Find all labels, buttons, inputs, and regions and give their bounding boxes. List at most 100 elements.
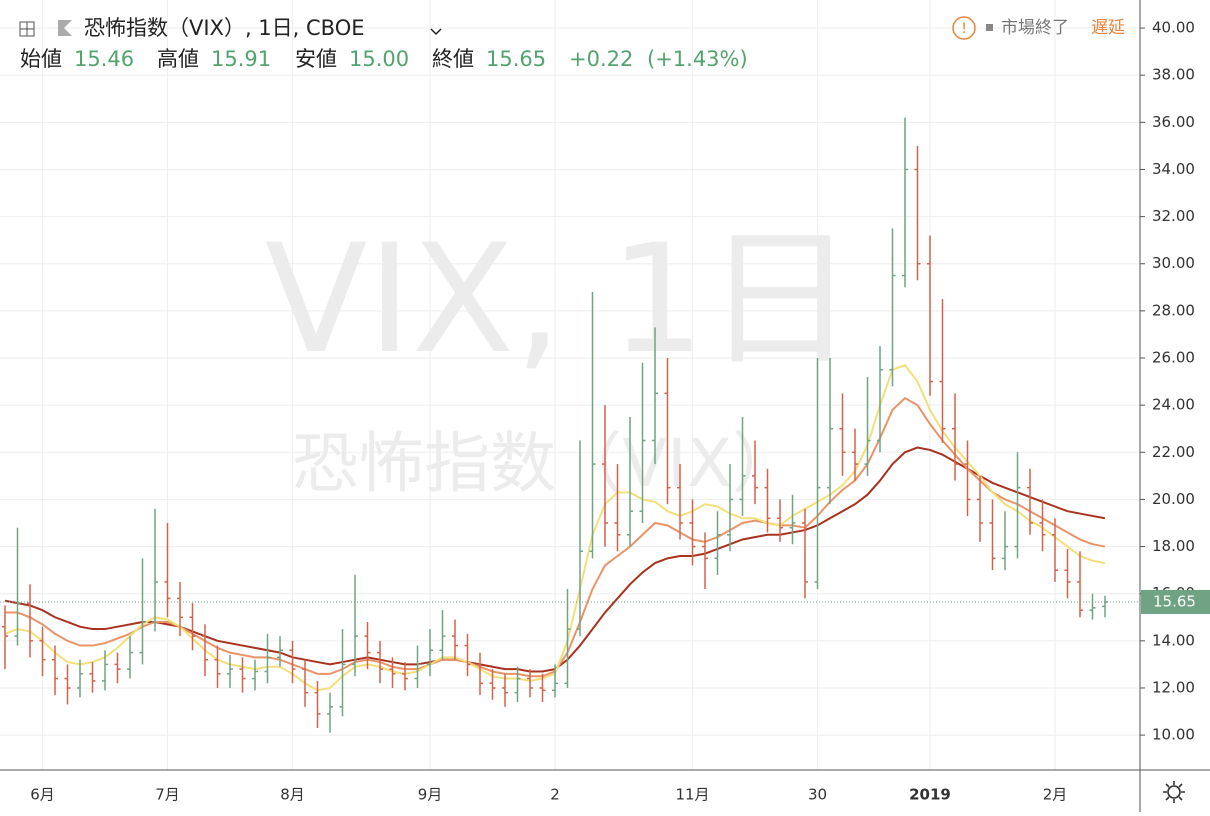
open-value: 15.46 xyxy=(74,47,134,71)
y-tick-label: 20.00 xyxy=(1152,490,1195,508)
ohlc-bar xyxy=(289,640,296,684)
ohlc-bar xyxy=(114,652,121,684)
ohlc-bar xyxy=(452,619,458,660)
y-tick-label: 36.00 xyxy=(1152,113,1195,131)
ohlc-bar xyxy=(877,346,883,453)
ohlc-bar xyxy=(614,464,621,552)
ohlc-bar xyxy=(402,662,408,691)
ohlc-bar xyxy=(952,393,958,481)
y-tick-label: 14.00 xyxy=(1152,631,1195,649)
ohlc-bar xyxy=(239,657,246,693)
ohlc-bar xyxy=(202,624,208,677)
x-tick-label: 30 xyxy=(808,786,827,804)
ohlc-bar xyxy=(39,626,46,677)
ohlc-bar xyxy=(677,464,683,540)
ohlc-bar xyxy=(764,468,771,533)
delay[interactable]: 遅延 xyxy=(1091,18,1125,38)
y-tick-label: 38.00 xyxy=(1152,66,1195,84)
ohlc-bar xyxy=(227,654,233,688)
ohlc-bar xyxy=(552,664,558,698)
icon xyxy=(58,20,72,36)
gear[interactable] xyxy=(1167,785,1181,799)
y-tick-label: 22.00 xyxy=(1152,443,1195,461)
ohlc-bar xyxy=(1064,548,1071,599)
ohlc-bar xyxy=(77,659,83,698)
dropdown-arrow[interactable] xyxy=(430,28,442,36)
close-value: 15.65 xyxy=(486,47,546,71)
ohlc-bar xyxy=(439,610,446,660)
market-status: 市場終了 xyxy=(1001,18,1069,38)
ohlc-bar xyxy=(1014,452,1021,559)
ohlc-bar xyxy=(364,621,371,670)
ohlc-bar xyxy=(139,558,146,665)
y-tick-label: 18.00 xyxy=(1152,537,1195,555)
ohlc-bar xyxy=(164,522,171,618)
close-label: 終値 xyxy=(432,47,474,71)
symbol[interactable]: 恐怖指数（VIX）, 1日, CBOE xyxy=(84,16,365,40)
ohlc-bar xyxy=(277,636,283,667)
x-tick-label: 7月 xyxy=(155,786,180,804)
ohlc-bar xyxy=(514,666,521,703)
ohlc-bar xyxy=(989,499,996,571)
ohlc-bar xyxy=(264,633,271,684)
ohlc-bar xyxy=(639,362,646,523)
x-tick-label: 2月 xyxy=(1043,786,1068,804)
ohlc-bar xyxy=(739,416,746,516)
ohlc-bar xyxy=(302,659,308,707)
ohlc-bar xyxy=(14,527,21,646)
ohlc-bar xyxy=(152,508,158,632)
y-tick-label: 24.00 xyxy=(1152,396,1195,414)
ohlc-bar xyxy=(127,636,133,679)
ohlc-bar xyxy=(502,673,508,707)
ohlc-bar xyxy=(827,358,833,505)
ohlc-bar xyxy=(839,393,846,476)
ohlc-bar xyxy=(539,673,546,703)
ohlc-bar xyxy=(1052,518,1058,582)
header: 恐怖指数（VIX）, 1日, CBOE 始値 15.46 高値 15.91 安値… xyxy=(19,16,1125,71)
ohlc-bar xyxy=(927,235,933,396)
ohlc-bar xyxy=(1039,499,1046,552)
ohlc-bar xyxy=(802,508,808,599)
plot xyxy=(0,117,1140,733)
ohlc-bar xyxy=(102,650,108,691)
ohlc-bar xyxy=(1027,468,1033,535)
ohlc-bar xyxy=(377,640,383,684)
ohlc-bar xyxy=(427,629,433,677)
ohlc-bar xyxy=(914,145,921,281)
ohlc-bar xyxy=(864,376,871,476)
ohlc-bar xyxy=(27,584,33,658)
ohlc-bar xyxy=(577,440,583,637)
high-label: 高値 xyxy=(157,47,199,71)
ohlc-bar xyxy=(414,645,421,688)
ohlc-bar xyxy=(252,659,258,691)
ohlc-bar xyxy=(89,662,96,693)
ohlc-bar xyxy=(564,588,571,688)
warning-icon[interactable] xyxy=(952,16,976,40)
ohlc-bar xyxy=(1077,551,1083,618)
ohlc-bar xyxy=(777,499,783,542)
x-tick-label: 9月 xyxy=(418,786,443,804)
ohlc-bar xyxy=(852,428,858,481)
ohlc-bar xyxy=(752,440,758,505)
low-value: 15.00 xyxy=(349,47,409,71)
warning-icon: ! xyxy=(961,21,967,37)
ohlc-bar xyxy=(327,692,333,733)
ohlc-bar xyxy=(1089,593,1096,620)
x-tick-label: 2 xyxy=(550,786,560,804)
ohlc-bar xyxy=(314,680,321,729)
ohlc-bar xyxy=(214,645,221,688)
settings-icon[interactable] xyxy=(1163,781,1185,803)
ohlc-bar xyxy=(977,475,983,542)
ohlc-bar xyxy=(52,645,58,696)
ohlc-bar xyxy=(352,574,358,677)
ohlc-bar xyxy=(814,358,821,589)
x-tick-label: 11月 xyxy=(675,786,709,804)
y-tick-label: 32.00 xyxy=(1152,207,1195,225)
gear xyxy=(1163,781,1185,803)
ohlc-bar xyxy=(627,416,633,547)
ohlc-bar xyxy=(602,405,608,547)
y-tick-label: 34.00 xyxy=(1152,160,1195,178)
ohlc-bar xyxy=(652,327,658,465)
watermark: VIX, 1日 xyxy=(265,213,855,387)
change: +0.22 xyxy=(569,47,633,71)
